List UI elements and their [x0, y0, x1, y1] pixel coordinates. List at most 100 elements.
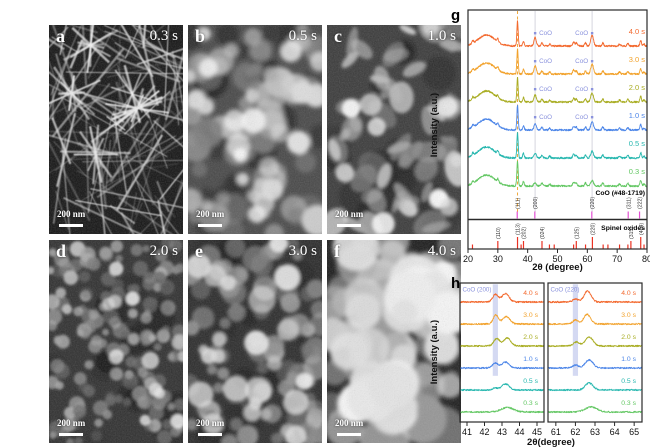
- curve-label: 0.5 s: [629, 139, 646, 148]
- xrd-panel-g: g Intensity (a.u.) 4.0 s CoO CoO 3.0 s CoO CoO 2…: [425, 0, 650, 273]
- sem-micrograph-d: [49, 240, 183, 443]
- coo-marker: [533, 88, 537, 91]
- xrd-curve-0.5s: [467, 132, 648, 160]
- curve-label: 1.0 s: [621, 356, 636, 363]
- sem-panel-a: a 0.3 s 200 nm: [49, 25, 183, 234]
- hkl-label: (111): [515, 197, 521, 209]
- xrd-zoom-curve-left-4.0s: [459, 292, 545, 304]
- panel-letter: f: [334, 241, 340, 261]
- sem-micrograph-f: [327, 240, 461, 443]
- scale-bar-label: 200 nm: [196, 418, 225, 428]
- scale-bar-label: 200 nm: [57, 209, 86, 219]
- x-tick-label: 43: [497, 427, 507, 437]
- xrd-zoom-curve-right-4.0s: [547, 289, 643, 304]
- curve-label: 2.0 s: [621, 334, 636, 341]
- curve-label: 0.3 s: [629, 167, 646, 176]
- xrd-panel-h: h Intensity (a.u.) 4.0 s 3.0 s 2.0 s 1.0 s 0.5…: [425, 272, 650, 448]
- coo-annotation: CoO: [575, 30, 588, 37]
- scale-bar-label: 200 nm: [335, 418, 364, 428]
- hkl-label: (220): [590, 197, 596, 209]
- scale-bar-label: 200 nm: [57, 418, 86, 428]
- hkl-label: (024): [540, 227, 546, 239]
- hkl-label: (222): [638, 197, 644, 209]
- panel-letter: e: [195, 241, 203, 261]
- curve-label: 4.0 s: [621, 290, 636, 297]
- xrd-charts-column: g Intensity (a.u.) 4.0 s CoO CoO 3.0 s CoO CoO 2…: [425, 0, 650, 448]
- coo-marker: [533, 60, 537, 63]
- x-tick-label: 30: [493, 254, 503, 264]
- xrd-zoom-chart: h Intensity (a.u.) 4.0 s 3.0 s 2.0 s 1.0 s 0.5…: [429, 275, 643, 448]
- sem-panel-f: f 4.0 s 200 nm: [327, 240, 461, 443]
- xrd-curve-4.0s: [467, 20, 648, 48]
- coo-marker: [590, 116, 594, 119]
- x-tick-label: 44: [514, 427, 524, 437]
- xrd-curve-0.3s: [467, 160, 648, 188]
- coo-annotation: CoO: [575, 58, 588, 65]
- panel-letter: d: [56, 241, 67, 261]
- coo-annotation: CoO: [539, 30, 552, 37]
- xrd-curve-1.0s: [467, 104, 648, 132]
- sem-texture: [327, 25, 461, 234]
- panel-letter: a: [56, 26, 65, 46]
- deposition-time-label: 2.0 s: [149, 243, 178, 259]
- x-tick-label: 60: [582, 254, 592, 264]
- curve-label: 3.0 s: [523, 312, 538, 319]
- scale-bar-line: [59, 433, 83, 436]
- scale-bar-line: [337, 433, 361, 436]
- scale-bar: 200 nm: [57, 204, 85, 227]
- x-tick-label: 45: [532, 427, 542, 437]
- hkl-label: (125): [575, 227, 581, 239]
- hkl-label: (202): [522, 227, 528, 239]
- xrd-wide-chart: g Intensity (a.u.) 4.0 s CoO CoO 3.0 s CoO CoO 2…: [429, 7, 650, 273]
- y-axis-label: Intensity (a.u.): [429, 93, 440, 157]
- scale-bar-label: 200 nm: [196, 209, 225, 219]
- x-tick-label: 20: [463, 254, 473, 264]
- x-tick-label: 80: [642, 254, 650, 264]
- panel-letter: c: [334, 26, 342, 46]
- sem-panel-d: d 2.0 s 200 nm: [49, 240, 183, 443]
- sem-micrograph-b: [188, 25, 322, 234]
- coo-peak-label: CoO (220): [551, 287, 580, 294]
- x-tick-label: 65: [629, 427, 639, 437]
- x-tick-label: 63: [590, 427, 600, 437]
- xrd-zoom-curve-left-1.0s: [459, 360, 545, 370]
- sem-texture: [188, 240, 322, 443]
- curve-label: 2.0 s: [629, 83, 646, 92]
- x-tick-label: 42: [479, 427, 489, 437]
- coo-marker: [590, 88, 594, 91]
- scale-bar-line: [337, 224, 361, 227]
- xrd-zoom-curve-right-2.0s: [547, 336, 643, 348]
- deposition-time-label: 0.5 s: [288, 28, 317, 44]
- sem-panel-e: e 3.0 s 200 nm: [188, 240, 322, 443]
- curve-label: 4.0 s: [523, 290, 538, 297]
- deposition-time-label: 4.0 s: [427, 243, 456, 259]
- hkl-label: (200): [533, 197, 539, 209]
- xrd-zoom-curve-right-1.0s: [547, 358, 643, 370]
- sem-texture: [188, 25, 322, 234]
- coo-annotation: CoO: [575, 114, 588, 121]
- xrd-zoom-curve-left-0.3s: [459, 406, 545, 414]
- x-axis-label: 2θ(degree): [527, 437, 575, 448]
- hkl-label: (404): [639, 223, 645, 235]
- scale-bar-label: 200 nm: [335, 209, 364, 219]
- coo-marker: [533, 116, 537, 119]
- panel-letter: b: [195, 26, 206, 46]
- scale-bar: 200 nm: [57, 413, 85, 436]
- curve-label: 2.0 s: [523, 334, 538, 341]
- scale-bar: 200 nm: [335, 204, 363, 227]
- scale-bar-line: [198, 224, 222, 227]
- hkl-label: (113): [516, 223, 522, 235]
- coo-annotation: CoO: [575, 86, 588, 93]
- xrd-zoom-curve-left-0.5s: [459, 383, 545, 392]
- coo-annotation: CoO: [539, 86, 552, 93]
- curve-label: 0.3 s: [621, 400, 636, 407]
- coo-marker: [590, 32, 594, 35]
- sem-micrograph-c: [327, 25, 461, 234]
- coo-annotation: CoO: [539, 58, 552, 65]
- hkl-label: (220): [591, 223, 597, 235]
- sem-micrograph-a: [49, 25, 183, 234]
- curve-label: 1.0 s: [523, 356, 538, 363]
- curve-label: 3.0 s: [629, 55, 646, 64]
- deposition-time-label: 0.3 s: [149, 28, 178, 44]
